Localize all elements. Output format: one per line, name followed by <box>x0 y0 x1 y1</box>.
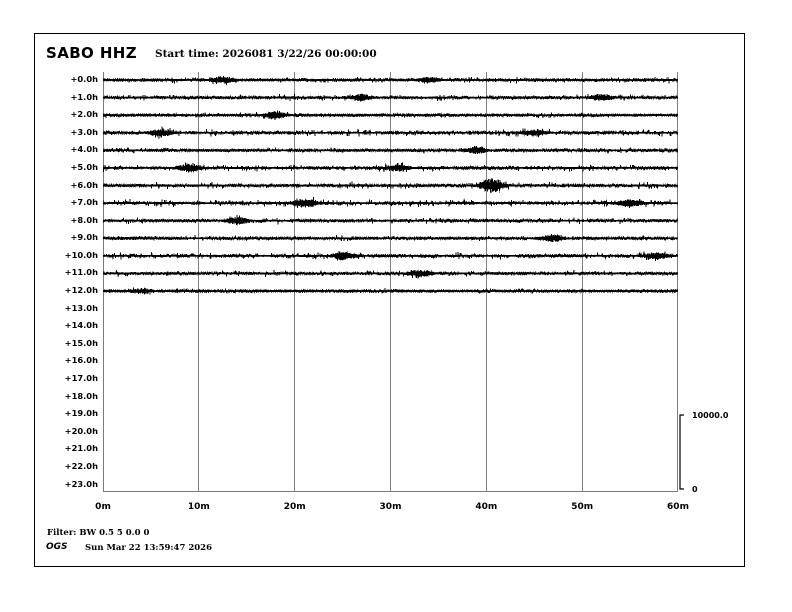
gridline <box>198 72 200 492</box>
y-tick-label: +19.0h <box>64 408 98 419</box>
render-timestamp: Sun Mar 22 13:59:47 2026 <box>85 543 212 553</box>
y-tick-label: +16.0h <box>64 355 98 366</box>
y-tick-label: +18.0h <box>64 390 98 401</box>
scale-min-label: 0 <box>692 485 698 494</box>
gridline <box>581 72 583 492</box>
y-tick-label: +10.0h <box>64 249 98 260</box>
y-axis-line <box>103 72 105 492</box>
trace-baseline <box>103 167 678 169</box>
trace-baseline <box>103 79 678 81</box>
page-border <box>34 33 745 567</box>
trace-baseline <box>103 272 678 275</box>
gridline <box>390 72 392 492</box>
trace-baseline <box>103 237 678 240</box>
x-tick-label: 30m <box>379 502 402 512</box>
y-tick-label: +4.0h <box>70 144 98 155</box>
trace-baseline <box>103 131 678 134</box>
organization-label: OGS <box>46 542 68 552</box>
trace-baseline <box>103 290 678 292</box>
x-tick-label: 40m <box>475 502 498 512</box>
y-tick-label: +7.0h <box>70 197 98 208</box>
x-tick-label: 20m <box>283 502 306 512</box>
start-time-label: Start time: 2026081 3/22/26 00:00:00 <box>155 48 377 60</box>
y-tick-label: +1.0h <box>70 91 98 102</box>
y-tick-label: +23.0h <box>64 478 98 489</box>
scale-max-label: 10000.0 <box>692 411 729 420</box>
y-tick-label: +12.0h <box>64 285 98 296</box>
y-tick-label: +13.0h <box>64 302 98 313</box>
x-tick-label: 50m <box>571 502 594 512</box>
y-tick-label: +11.0h <box>64 267 98 278</box>
trace-baseline <box>103 149 678 152</box>
trace-baseline <box>103 202 678 204</box>
x-tick-label: 10m <box>187 502 210 512</box>
x-tick-label: 60m <box>667 502 689 512</box>
trace-baseline <box>103 96 678 99</box>
filter-label: Filter: BW 0.5 5 0.0 0 <box>47 528 150 538</box>
y-axis-labels: +0.0h +1.0h +2.0h +3.0h +4.0h +5.0h +6.0h +7.0h… <box>0 72 98 492</box>
y-tick-label: +9.0h <box>70 232 98 243</box>
y-tick-label: +3.0h <box>70 126 98 137</box>
trace-baseline <box>103 255 678 257</box>
amplitude-scale-bar <box>679 414 684 490</box>
x-axis-labels: 0m 10m 20m 30m 40m 50m 60m <box>95 502 689 516</box>
y-tick-label: +0.0h <box>70 74 98 84</box>
x-tick-label: 0m <box>95 502 111 512</box>
y-tick-label: +17.0h <box>64 372 98 383</box>
trace-baseline <box>103 219 678 222</box>
trace-baseline <box>103 114 678 116</box>
y-tick-label: +20.0h <box>64 425 98 436</box>
right-axis-line <box>677 72 679 492</box>
y-tick-label: +21.0h <box>64 443 98 454</box>
helicorder-plot <box>103 72 679 493</box>
trace-baseline <box>103 184 678 187</box>
gridline <box>294 72 296 492</box>
y-tick-label: +8.0h <box>70 214 98 225</box>
gridline <box>485 72 487 492</box>
seismic-traces <box>103 76 678 295</box>
y-tick-label: +14.0h <box>64 320 98 331</box>
y-tick-label: +2.0h <box>70 109 98 120</box>
y-tick-label: +5.0h <box>70 161 98 172</box>
y-tick-label: +6.0h <box>70 179 98 190</box>
scale-bracket <box>679 414 684 490</box>
page-title: SABO HHZ <box>46 44 138 62</box>
y-tick-label: +22.0h <box>64 460 98 471</box>
y-tick-label: +15.0h <box>64 337 98 348</box>
